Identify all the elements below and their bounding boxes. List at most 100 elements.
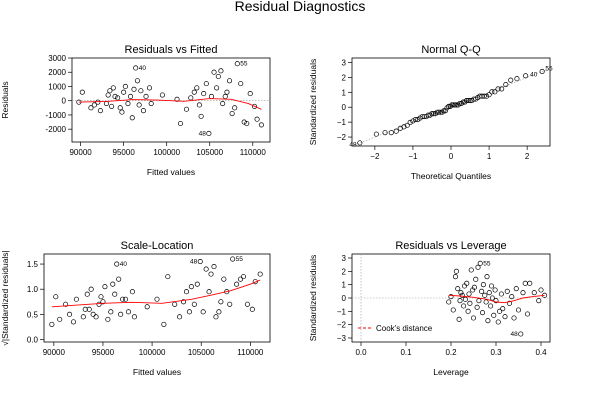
point-label: 55 xyxy=(236,256,244,263)
panel-4: Residuals vs Leverage Leverage Standardize… xyxy=(308,240,551,377)
point-label: 40 xyxy=(530,71,538,78)
data-point xyxy=(107,88,113,94)
data-point xyxy=(498,291,504,297)
data-point xyxy=(479,288,485,294)
data-point xyxy=(538,287,544,293)
data-point xyxy=(174,96,180,102)
data-point xyxy=(120,296,126,302)
data-point xyxy=(172,301,178,307)
data-point xyxy=(196,102,202,108)
y-tick-label: 0 xyxy=(342,103,347,112)
x-tick-label: 0 xyxy=(449,152,454,161)
data-layer xyxy=(352,68,550,146)
x-tick-label: 0.1 xyxy=(400,348,412,357)
data-point xyxy=(455,286,461,292)
data-point xyxy=(500,306,506,312)
x-tick-label: 110000 xyxy=(240,148,267,157)
data-point xyxy=(522,280,528,286)
data-point xyxy=(234,61,240,67)
data-point xyxy=(401,124,407,130)
data-point xyxy=(227,301,233,307)
data-point xyxy=(221,276,227,282)
data-point xyxy=(188,284,194,290)
data-point xyxy=(499,86,505,92)
data-point xyxy=(432,111,439,117)
x-axis-label: Leverage xyxy=(433,367,469,377)
data-point xyxy=(447,103,453,109)
data-point xyxy=(404,122,410,128)
data-point xyxy=(125,309,132,315)
data-point xyxy=(186,309,192,315)
data-point xyxy=(211,69,217,75)
data-point xyxy=(455,102,461,108)
y-tick-label: −1 xyxy=(337,118,347,127)
y-tick-label: 3 xyxy=(342,58,347,67)
data-point xyxy=(102,284,108,290)
data-point xyxy=(450,307,456,313)
y-tick-label: 1.0 xyxy=(27,285,39,294)
plot-frame xyxy=(43,253,271,343)
data-point xyxy=(123,296,129,302)
y-tick-label: 0 xyxy=(62,97,67,106)
data-point xyxy=(177,314,183,320)
x-tick-label: 105000 xyxy=(196,148,223,157)
data-point xyxy=(86,306,92,312)
data-point xyxy=(105,92,111,98)
data-point xyxy=(258,122,264,128)
data-point xyxy=(495,86,501,92)
data-point xyxy=(454,102,460,108)
data-point xyxy=(485,318,491,324)
data-point xyxy=(497,308,503,314)
x-tick-label: 95000 xyxy=(92,348,115,357)
data-point xyxy=(515,307,522,313)
data-point xyxy=(183,289,190,295)
point-label: 55 xyxy=(483,260,491,267)
x-tick-label: 100000 xyxy=(153,148,180,157)
x-tick-label: 0.3 xyxy=(490,348,502,357)
data-point xyxy=(464,280,470,286)
data-point xyxy=(110,85,116,91)
data-point xyxy=(234,281,240,287)
data-point xyxy=(457,298,463,304)
y-axis-label: Standardized residuals xyxy=(308,59,318,145)
data-point xyxy=(429,111,435,117)
point-label: 55 xyxy=(545,65,553,72)
data-point xyxy=(495,319,501,325)
data-point xyxy=(100,299,106,305)
data-point xyxy=(244,301,250,307)
data-point xyxy=(146,85,153,91)
smooth-line xyxy=(51,279,261,308)
data-point xyxy=(208,271,214,277)
data-point xyxy=(144,304,150,310)
data-point xyxy=(492,287,498,293)
data-point xyxy=(203,81,209,87)
point-label: 40 xyxy=(120,261,128,268)
data-point xyxy=(119,109,125,115)
data-point xyxy=(484,93,490,99)
data-point xyxy=(523,73,529,79)
x-tick-label: 0.0 xyxy=(355,348,367,357)
data-point xyxy=(484,274,490,280)
data-point xyxy=(518,331,524,337)
data-point xyxy=(96,301,102,307)
data-point xyxy=(471,284,477,290)
cooks-distance-legend-label: Cook's distance xyxy=(376,324,433,333)
data-point xyxy=(143,93,149,99)
data-point xyxy=(194,85,200,91)
data-point xyxy=(79,89,85,95)
data-point xyxy=(177,120,184,127)
data-point xyxy=(129,289,135,295)
data-point xyxy=(475,264,481,270)
data-point xyxy=(489,295,495,301)
data-point xyxy=(215,73,221,80)
data-point xyxy=(80,314,86,320)
data-point xyxy=(493,298,499,304)
y-tick-label: -1000 xyxy=(46,111,67,120)
y-tick-label: 3000 xyxy=(48,54,66,63)
data-point xyxy=(444,105,450,111)
data-point xyxy=(446,299,452,305)
data-point xyxy=(108,309,114,315)
data-point xyxy=(473,276,479,282)
data-point xyxy=(118,311,124,317)
